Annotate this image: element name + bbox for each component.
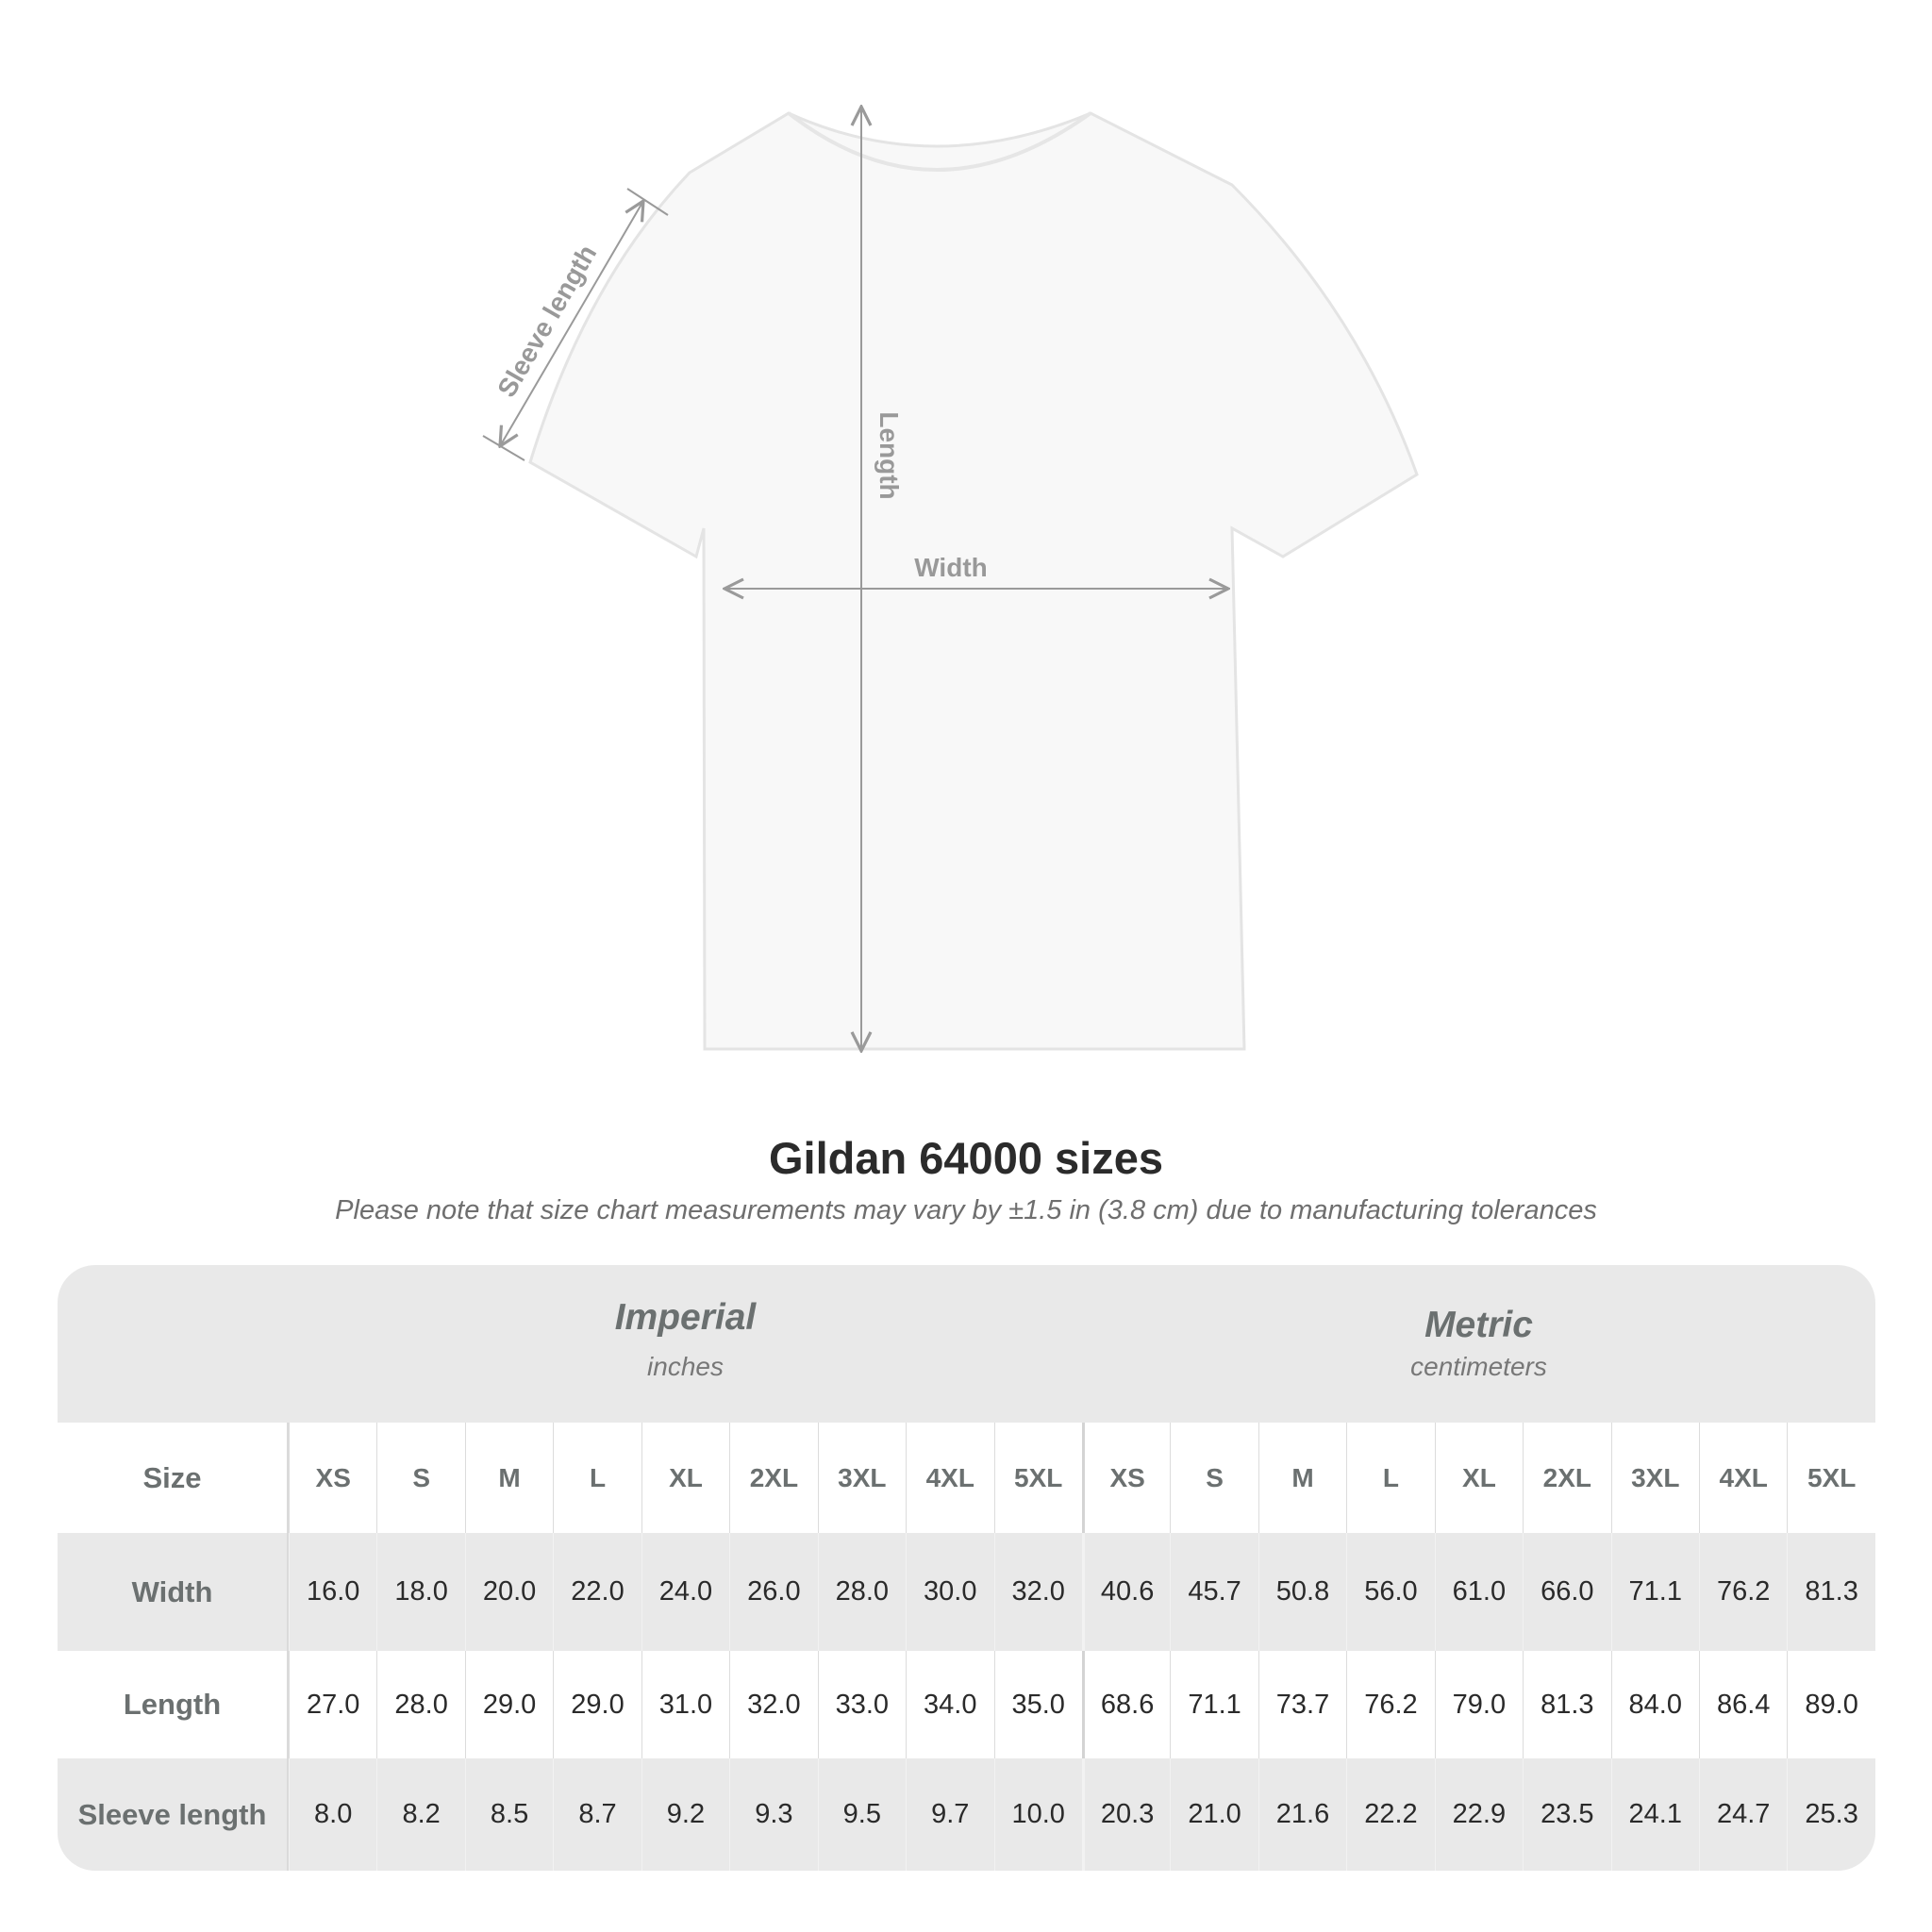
- table-cell: 66.0: [1523, 1533, 1610, 1651]
- table-cell: 22.2: [1346, 1758, 1434, 1871]
- table-cell: 8.7: [553, 1758, 641, 1871]
- table-cell: 24.7: [1699, 1758, 1787, 1871]
- page-title: Gildan 64000 sizes: [768, 1133, 1164, 1183]
- table-cell: 24.1: [1610, 1758, 1699, 1871]
- tshirt-diagram: Width Length Sleeve length: [482, 0, 1419, 1094]
- table-cell: 9.2: [641, 1758, 729, 1871]
- table-cell: 76.2: [1346, 1651, 1434, 1758]
- table-cell: 16.0: [289, 1533, 376, 1651]
- table-cell: 28.0: [376, 1651, 464, 1758]
- imperial-unit: inches: [647, 1352, 724, 1381]
- table-cell: 61.0: [1434, 1533, 1523, 1651]
- row-label: Length: [58, 1651, 289, 1758]
- table-cell: 33.0: [817, 1651, 906, 1758]
- table-cell: 40.6: [1081, 1533, 1170, 1651]
- table-cell: 21.0: [1170, 1758, 1257, 1871]
- table-cell: 29.0: [464, 1651, 553, 1758]
- size-header-cell: 5XL: [993, 1423, 1082, 1533]
- table-cell: 22.9: [1434, 1758, 1523, 1871]
- size-header-cell: 2XL: [729, 1423, 817, 1533]
- size-header-row: Size XS S M L XL 2XL 3XL 4XL 5XL XS S M L XL 2XL 3XL 4XL 5…: [58, 1423, 1875, 1533]
- table-cell: 68.6: [1081, 1651, 1170, 1758]
- width-label: Width: [914, 553, 988, 582]
- metric-title: Metric: [1424, 1305, 1533, 1345]
- table-cell: 28.0: [817, 1533, 906, 1651]
- size-header-cell: XL: [641, 1423, 729, 1533]
- table-cell: 81.3: [1787, 1533, 1874, 1651]
- size-header-cell: 5XL: [1787, 1423, 1874, 1533]
- table-cell: 45.7: [1170, 1533, 1257, 1651]
- metric-unit: centimeters: [1410, 1352, 1547, 1381]
- size-header-cell: S: [1170, 1423, 1257, 1533]
- table-row: Sleeve length 8.0 8.2 8.5 8.7 9.2 9.3 9.5 9.7 10.…: [58, 1758, 1875, 1871]
- size-header-cell: M: [464, 1423, 553, 1533]
- tshirt-collar: [787, 111, 1092, 172]
- row-label: Sleeve length: [58, 1758, 289, 1871]
- table-cell: 20.3: [1081, 1758, 1170, 1871]
- table-cell: 73.7: [1257, 1651, 1346, 1758]
- table-cell: 84.0: [1610, 1651, 1699, 1758]
- table-cell: 25.3: [1787, 1758, 1874, 1871]
- imperial-header: Imperial inches: [289, 1265, 1082, 1423]
- table-cell: 35.0: [993, 1651, 1082, 1758]
- table-cell: 89.0: [1787, 1651, 1874, 1758]
- size-header-cell: L: [1346, 1423, 1434, 1533]
- table-cell: 8.0: [289, 1758, 376, 1871]
- table-cell: 8.2: [376, 1758, 464, 1871]
- size-header-cell: M: [1257, 1423, 1346, 1533]
- row-label: Width: [58, 1533, 289, 1651]
- table-cell: 32.0: [729, 1651, 817, 1758]
- table-cell: 9.5: [817, 1758, 906, 1871]
- table-cell: 24.0: [641, 1533, 729, 1651]
- table-cell: 9.7: [906, 1758, 993, 1871]
- size-header-cell: S: [376, 1423, 464, 1533]
- table-cell: 50.8: [1257, 1533, 1346, 1651]
- table-cell: 71.1: [1170, 1651, 1257, 1758]
- row-label: Size: [58, 1423, 289, 1533]
- size-header-cell: XS: [289, 1423, 376, 1533]
- table-cell: 30.0: [906, 1533, 993, 1651]
- table-cell: 10.0: [993, 1758, 1082, 1871]
- length-label: Length: [874, 411, 904, 499]
- table-cell: 34.0: [906, 1651, 993, 1758]
- metric-header: Metric centimeters: [1082, 1265, 1875, 1423]
- table-cell: 71.1: [1610, 1533, 1699, 1651]
- size-header-cell: XS: [1081, 1423, 1170, 1533]
- size-table: Imperial inches Metric centimeters Size X…: [58, 1265, 1875, 1871]
- table-cell: 32.0: [993, 1533, 1082, 1651]
- table-cell: 26.0: [729, 1533, 817, 1651]
- table-cell: 81.3: [1523, 1651, 1610, 1758]
- size-header-cell: 3XL: [1610, 1423, 1699, 1533]
- sleeve-line: [500, 201, 643, 446]
- size-header-cell: XL: [1434, 1423, 1523, 1533]
- table-cell: 79.0: [1434, 1651, 1523, 1758]
- table-cell: 23.5: [1523, 1758, 1610, 1871]
- table-row: Width 16.0 18.0 20.0 22.0 24.0 26.0 28.0 30.0 32.…: [58, 1533, 1875, 1651]
- table-cell: 22.0: [553, 1533, 641, 1651]
- table-cell: 31.0: [641, 1651, 729, 1758]
- table-row: Length 27.0 28.0 29.0 29.0 31.0 32.0 33.0 34.0 35…: [58, 1651, 1875, 1758]
- table-cell: 56.0: [1346, 1533, 1434, 1651]
- table-cell: 20.0: [464, 1533, 553, 1651]
- table-cell: 86.4: [1699, 1651, 1787, 1758]
- table-cell: 21.6: [1257, 1758, 1346, 1871]
- size-header-cell: 2XL: [1523, 1423, 1610, 1533]
- table-cell: 76.2: [1699, 1533, 1787, 1651]
- size-header-cell: 4XL: [906, 1423, 993, 1533]
- table-cell: 29.0: [553, 1651, 641, 1758]
- imperial-title: Imperial: [614, 1297, 757, 1338]
- table-cell: 18.0: [376, 1533, 464, 1651]
- size-header-cell: 3XL: [817, 1423, 906, 1533]
- tolerance-note: Please note that size chart measurements…: [335, 1195, 1597, 1225]
- size-header-cell: 4XL: [1699, 1423, 1787, 1533]
- table-cell: 9.3: [729, 1758, 817, 1871]
- table-cell: 8.5: [464, 1758, 553, 1871]
- table-cell: 27.0: [289, 1651, 376, 1758]
- size-header-cell: L: [553, 1423, 641, 1533]
